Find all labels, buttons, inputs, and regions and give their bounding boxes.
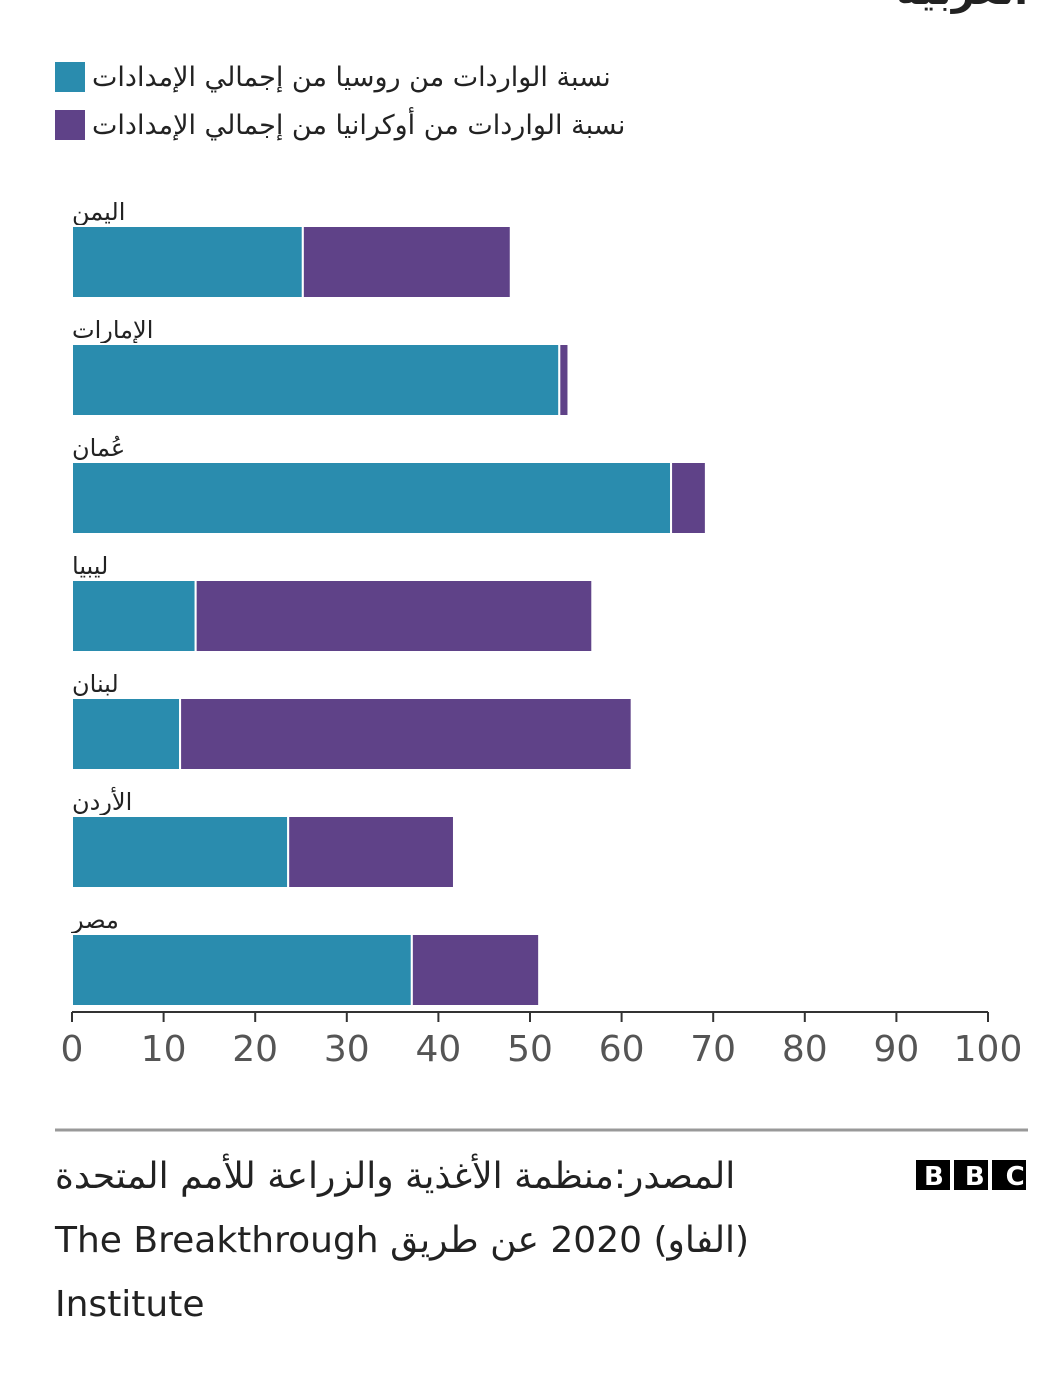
bar-segment <box>71 579 197 653</box>
category-label: ليبيا <box>72 552 108 580</box>
bar-segment <box>670 461 707 535</box>
legend-label: نسبة الواردات من روسيا من إجمالي الإمداد… <box>92 62 611 93</box>
legend-label: نسبة الواردات من أوكرانيا من إجمالي الإم… <box>92 106 625 141</box>
bar-segment <box>194 579 594 653</box>
category-label: عُمان <box>72 434 125 462</box>
x-tick-label: 80 <box>782 1029 828 1070</box>
category-label: مصر <box>71 906 119 934</box>
category-label: الأردن <box>72 787 132 816</box>
x-tick-label: 50 <box>507 1029 553 1070</box>
x-tick-label: 20 <box>232 1029 278 1070</box>
bar-segment <box>410 933 541 1007</box>
category-label: الإمارات <box>72 316 153 344</box>
logo: BBC <box>924 1162 1046 1192</box>
logo-box <box>992 1160 1026 1190</box>
bar-segment <box>71 343 561 417</box>
bar-segment <box>558 343 570 417</box>
source: المصدر:منظمة الأغذية والزراعة للأمم المت… <box>55 1156 750 1325</box>
x-tick-label: 0 <box>61 1029 84 1070</box>
bar-segment <box>71 225 304 299</box>
bar-segment <box>287 815 455 889</box>
chart-title: العربية <box>896 0 1028 14</box>
x-tick-label: 60 <box>599 1029 645 1070</box>
logo-box <box>954 1160 988 1190</box>
bar-segment <box>71 461 673 535</box>
logo-box <box>916 1160 950 1190</box>
legend-swatch <box>55 110 85 140</box>
bar-segment <box>71 933 413 1007</box>
category-label: اليمن <box>72 198 125 226</box>
bar-segment <box>301 225 512 299</box>
x-tick-label: 10 <box>141 1029 187 1070</box>
x-tick-label: 40 <box>415 1029 461 1070</box>
x-tick-label: 90 <box>873 1029 919 1070</box>
bar-segment <box>71 697 182 771</box>
x-tick-label: 100 <box>954 1029 1023 1070</box>
bar-segment <box>179 697 633 771</box>
bar-segment <box>71 815 290 889</box>
category-label: لبنان <box>72 670 119 698</box>
legend-swatch <box>55 62 85 92</box>
x-tick-label: 30 <box>324 1029 370 1070</box>
x-tick-label: 70 <box>690 1029 736 1070</box>
